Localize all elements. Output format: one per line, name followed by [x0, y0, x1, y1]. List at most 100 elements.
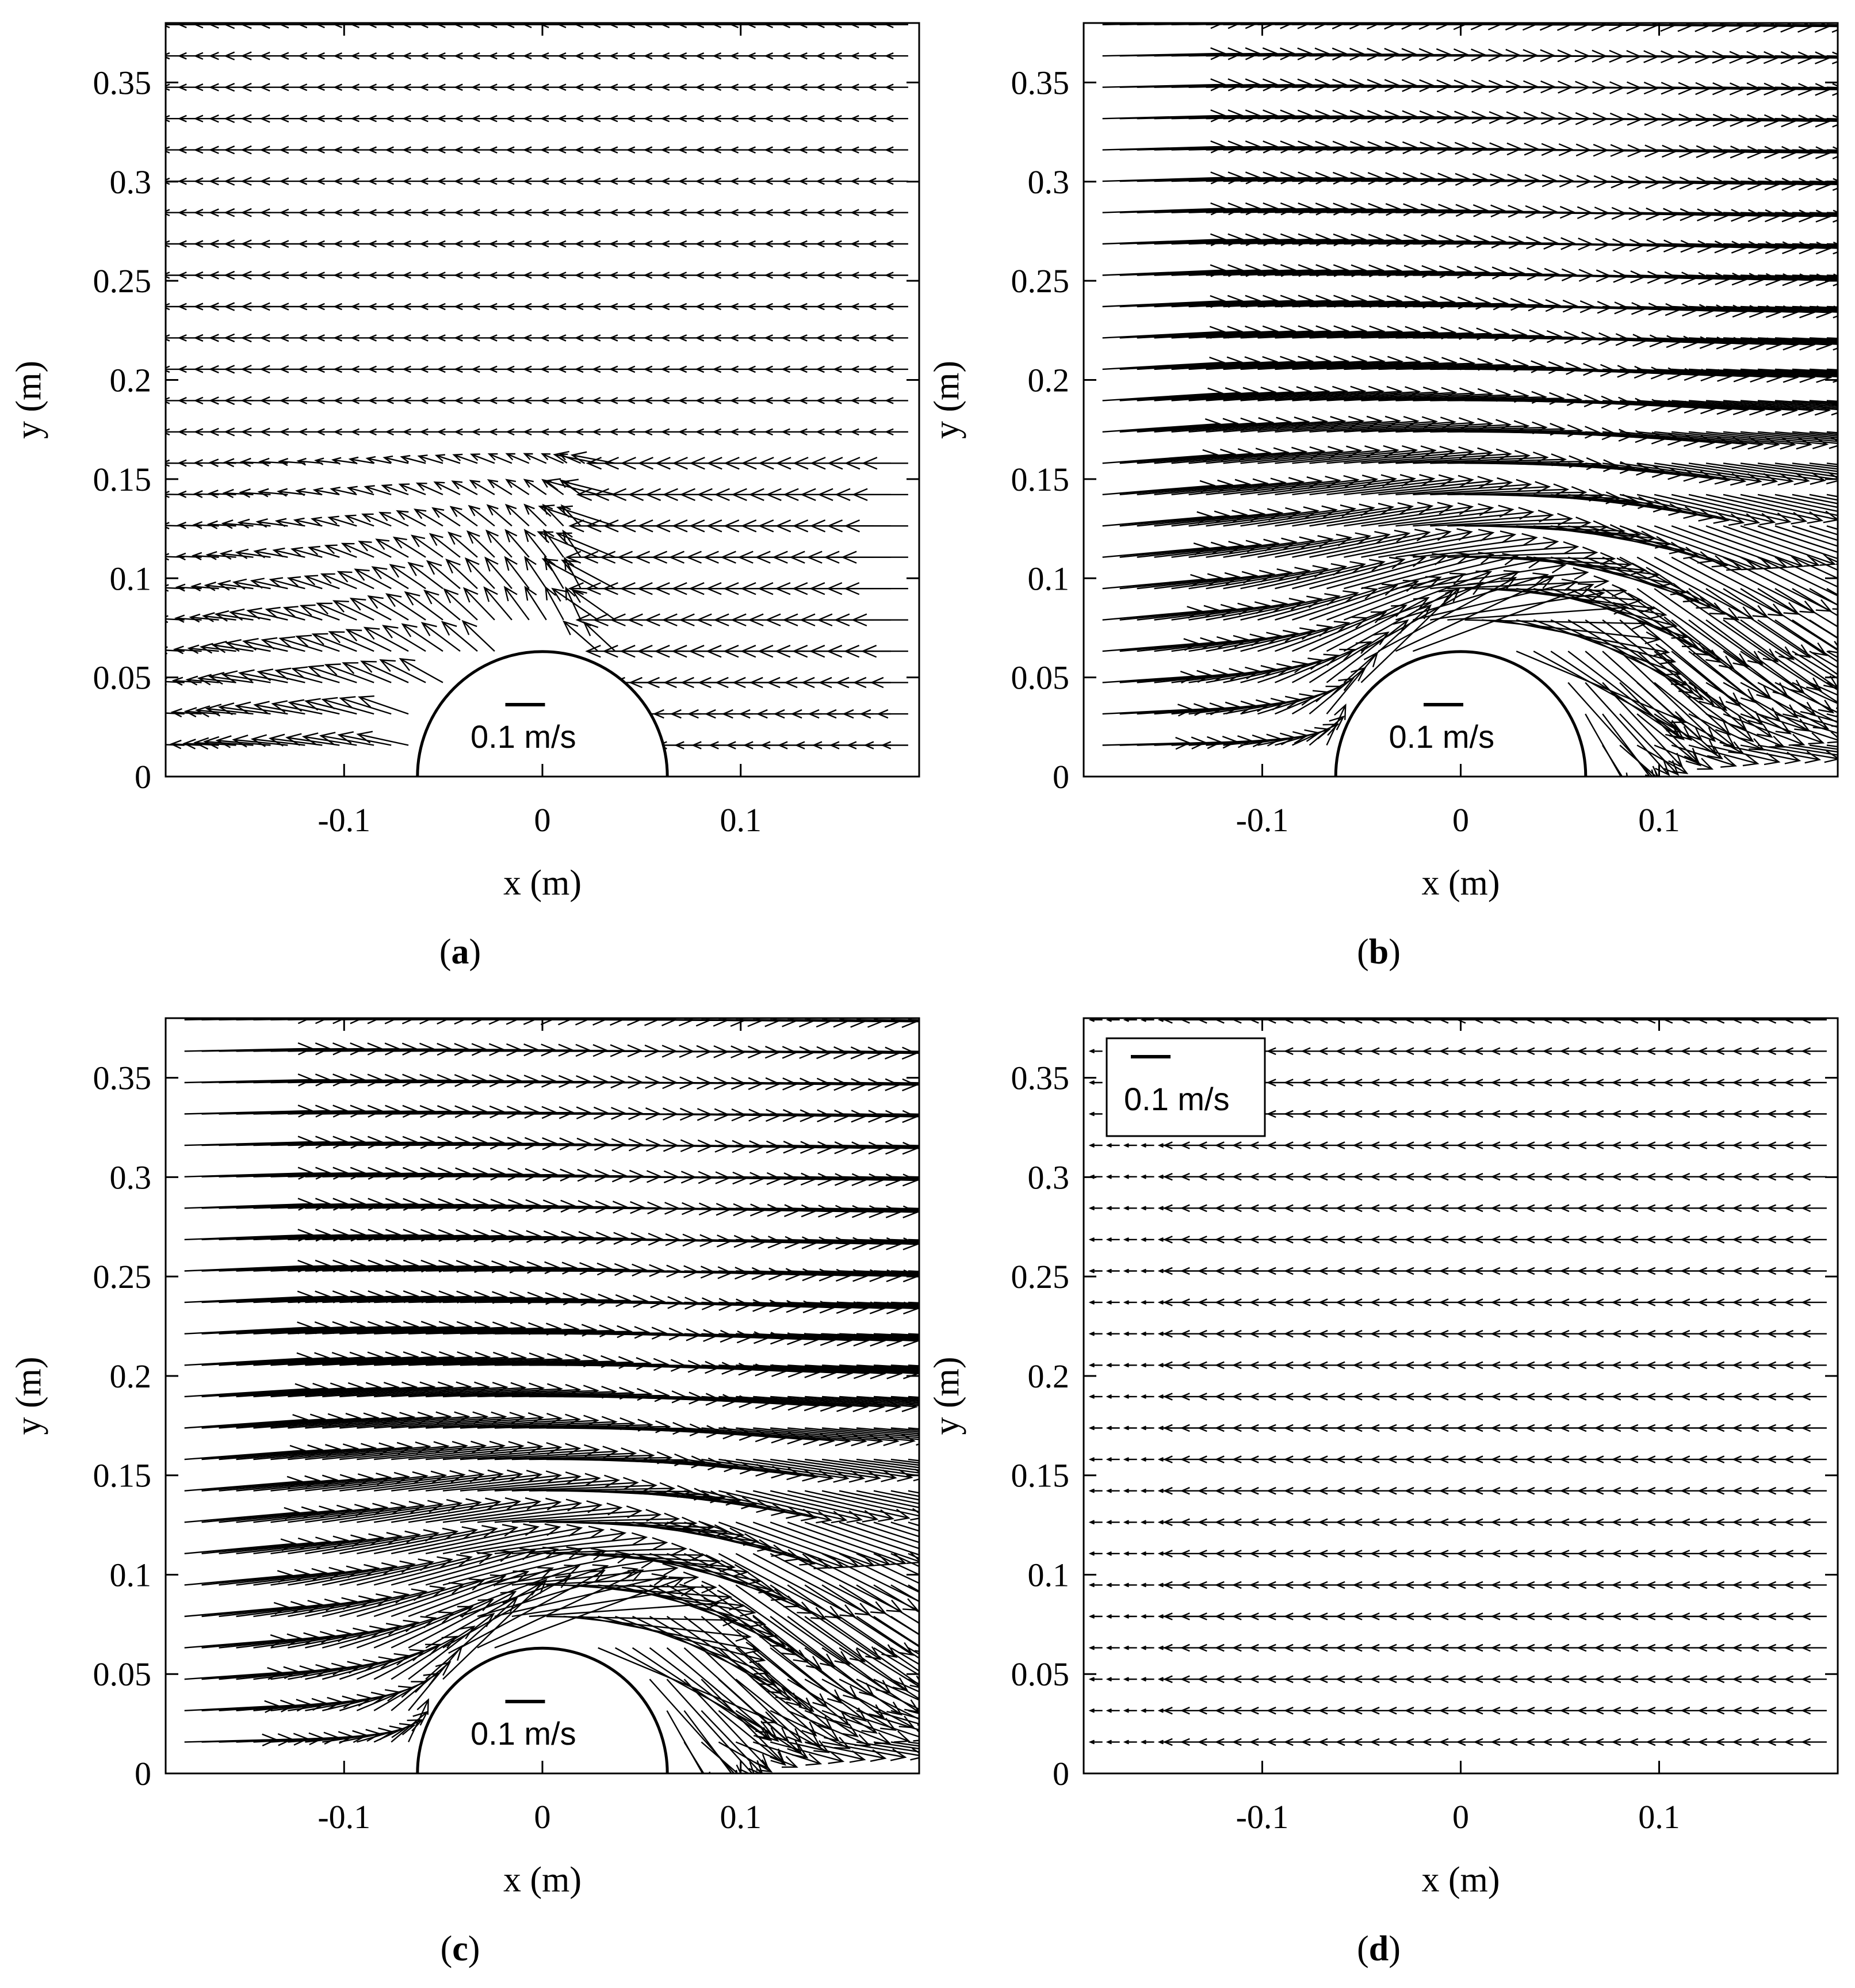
- vector-arrow: [1223, 630, 1315, 652]
- vector-arrow-head: [609, 52, 618, 60]
- vector-arrow-head: [801, 1721, 817, 1737]
- vector-arrow-head: [1775, 721, 1792, 735]
- vector-arrow: [821, 1427, 919, 1439]
- vector-arrow-head: [417, 1411, 434, 1425]
- vector-arrow: [804, 1490, 919, 1517]
- vector-arrow-head: [574, 365, 584, 373]
- vector-arrow-head: [453, 177, 463, 185]
- vector-arrow: [839, 1553, 919, 1593]
- vector-arrow-head: [240, 51, 252, 61]
- vector-arrow-head: [1831, 23, 1838, 33]
- vector-arrow: [460, 1477, 599, 1492]
- vector-arrow: [270, 1416, 396, 1429]
- vector-arrow: [1171, 574, 1274, 590]
- vector-arrow: [442, 621, 478, 652]
- vector-arrow-head: [1361, 587, 1379, 600]
- panel-caption: (a): [439, 932, 481, 972]
- vector-arrow: [1654, 494, 1774, 523]
- vector-arrow-head: [253, 701, 270, 714]
- vector-arrow: [1705, 494, 1822, 521]
- vector-arrow: [253, 1666, 346, 1680]
- vector-arrow: [1378, 509, 1513, 527]
- vector-arrow-head: [691, 741, 702, 750]
- vector-arrow-head: [1496, 448, 1512, 462]
- vector-arrow-head: [1849, 52, 1855, 64]
- vector-arrow-head: [1378, 503, 1395, 516]
- vector-arrow: [374, 1386, 507, 1398]
- vector-arrow-head: [485, 1497, 502, 1511]
- vector-arrow: [460, 1550, 606, 1586]
- vector-arrow-head: [749, 1615, 767, 1627]
- vector-arrow: [1705, 400, 1829, 411]
- vector-arrow-head: [346, 485, 358, 494]
- vector-arrow: [315, 460, 340, 464]
- vector-arrow: [1102, 546, 1208, 558]
- vector-arrow-head: [1711, 555, 1728, 568]
- vector-arrow-head: [1713, 511, 1730, 524]
- vector-arrow-head: [850, 209, 859, 216]
- vector-arrow: [236, 1387, 362, 1398]
- vector-arrow-head: [1528, 298, 1544, 312]
- vector-arrow-head: [591, 428, 601, 436]
- vector-arrow: [323, 698, 374, 715]
- vector-arrow-head: [488, 209, 498, 216]
- vector-arrow: [666, 1710, 703, 1773]
- vector-arrow-head: [1288, 477, 1305, 490]
- vector-arrow-head: [591, 52, 601, 60]
- vector-arrow-head: [471, 428, 480, 436]
- vector-arrow-head: [177, 303, 187, 311]
- vector-arrow-head: [1473, 235, 1490, 248]
- vector-arrow: [305, 1475, 427, 1492]
- vector-arrow-head: [627, 613, 643, 626]
- vector-arrow-head: [448, 531, 462, 545]
- vector-arrow: [1206, 269, 1330, 276]
- vector-arrow-head: [376, 1472, 392, 1486]
- vector-arrow: [1378, 394, 1510, 402]
- vector-arrow-head: [591, 334, 601, 342]
- vector-arrow-head: [913, 1729, 919, 1742]
- vector-arrow-head: [505, 209, 515, 216]
- vector-arrow-head: [634, 550, 651, 564]
- vector-arrow: [908, 1584, 919, 1592]
- vector-arrow-head: [1777, 472, 1794, 486]
- vector-arrow-head: [867, 83, 877, 91]
- vector-arrow: [1757, 556, 1838, 597]
- vector-arrow-head: [462, 587, 479, 603]
- vector-arrow-head: [626, 428, 636, 436]
- vector-arrow-head: [1800, 701, 1817, 716]
- vector-arrow: [684, 1490, 816, 1519]
- vector-arrow-head: [203, 736, 220, 750]
- vector-arrow-head: [389, 1725, 406, 1738]
- vector-arrow-head: [208, 177, 219, 186]
- vector-arrow-head: [1756, 557, 1773, 570]
- vector-arrow-head: [843, 1555, 860, 1568]
- vector-arrow-head: [660, 23, 670, 29]
- vector-arrow: [288, 577, 323, 590]
- vector-arrow: [1292, 449, 1417, 464]
- vector-arrow-head: [224, 114, 235, 123]
- vector-arrow: [1326, 652, 1378, 714]
- vector-arrow-head: [279, 177, 289, 185]
- vector-arrow-head: [729, 177, 739, 185]
- vector-arrow-head: [316, 114, 325, 123]
- vector-arrow: [1447, 580, 1608, 590]
- vector-arrow: [477, 1554, 630, 1586]
- vector-arrow: [1361, 423, 1492, 433]
- vector-arrow: [839, 1679, 919, 1721]
- vector-arrow-head: [445, 559, 461, 574]
- vector-arrow: [908, 1458, 919, 1462]
- vector-arrow-head: [839, 1604, 856, 1618]
- vector-arrow: [718, 1427, 850, 1442]
- vector-arrow-head: [420, 622, 437, 637]
- vector-arrow-head: [735, 1628, 752, 1642]
- vector-arrow-head: [827, 519, 843, 533]
- vector-arrow: [1275, 420, 1399, 433]
- vector-arrow-head: [224, 302, 235, 311]
- vector-arrow-head: [818, 676, 832, 689]
- vector-arrow: [433, 507, 461, 527]
- vector-arrow-head: [471, 146, 480, 154]
- vector-arrow-head: [834, 1651, 851, 1665]
- y-tick-label: 0.3: [1028, 163, 1070, 201]
- vector-arrow: [236, 1356, 364, 1366]
- vector-arrow-head: [259, 427, 270, 437]
